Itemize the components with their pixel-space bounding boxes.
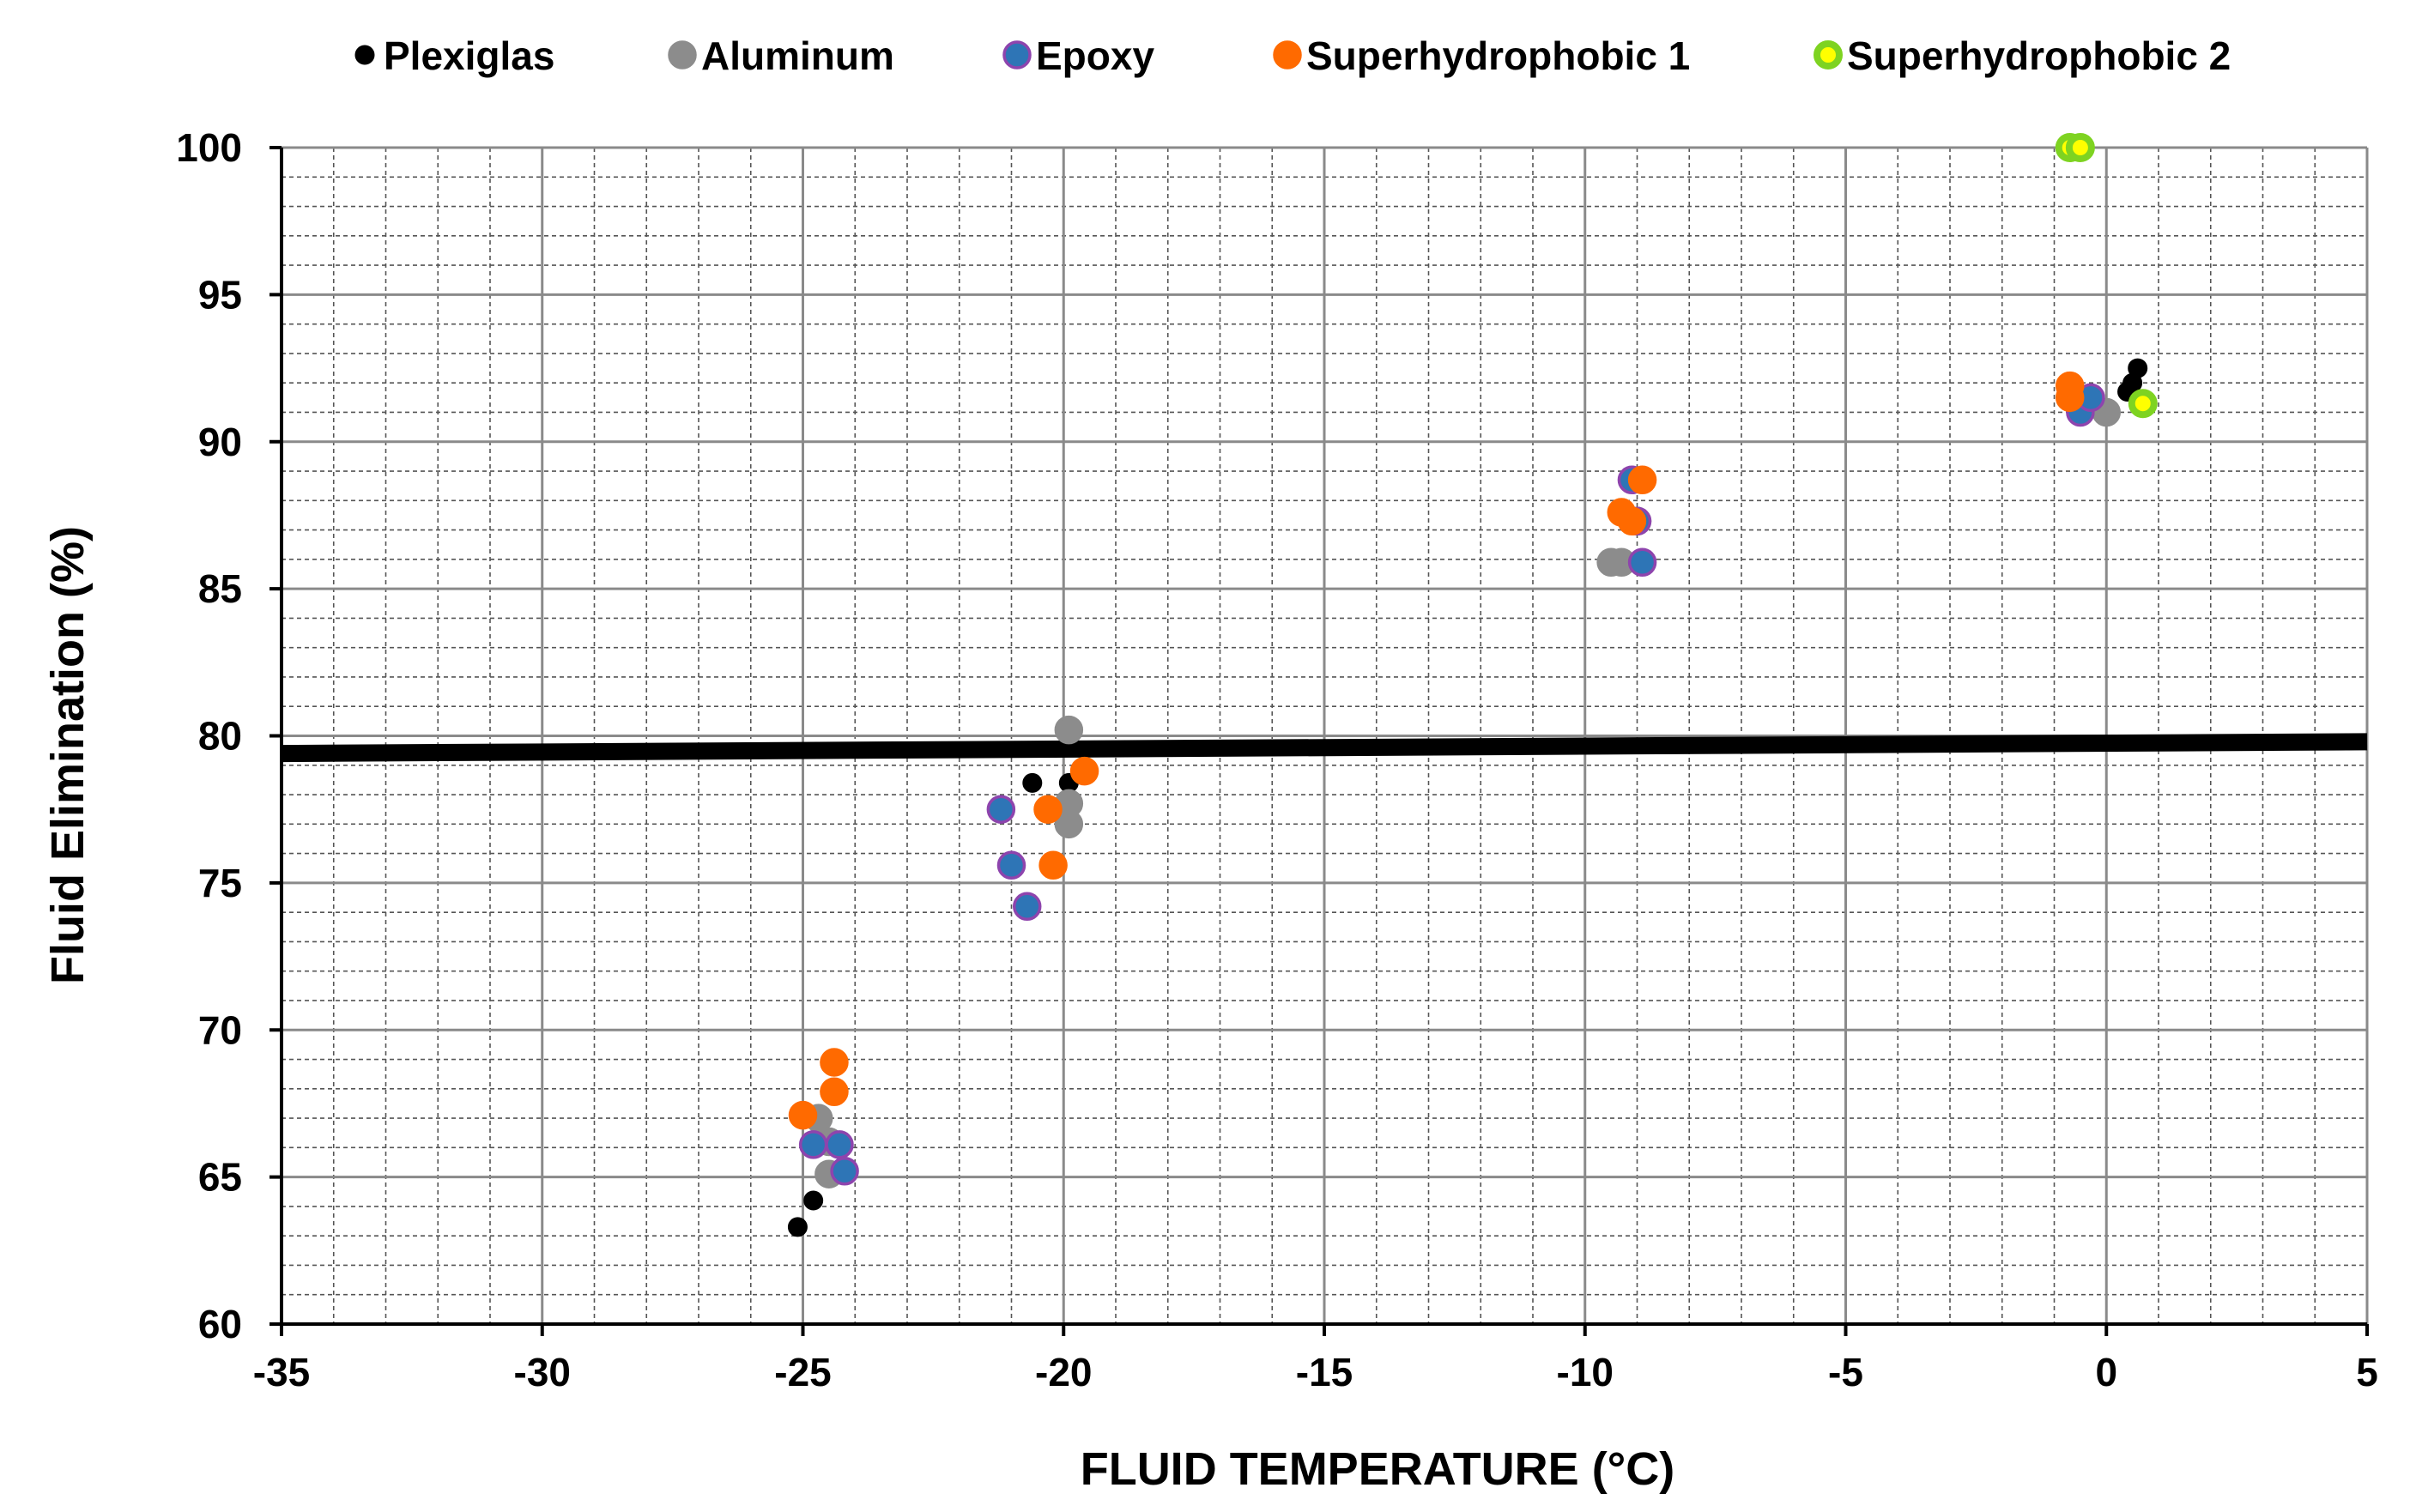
superhydrophobic-1-point xyxy=(788,1100,818,1130)
superhydrophobic-1-point xyxy=(2055,371,2085,401)
x-tick-label: -5 xyxy=(1828,1350,1863,1394)
y-tick-label: 100 xyxy=(176,125,242,170)
superhydrophobic-1-point xyxy=(1617,506,1647,536)
superhydrophobic-2-point xyxy=(2128,389,2158,419)
epoxy-point xyxy=(1012,892,1042,922)
x-tick-label: -35 xyxy=(253,1350,310,1394)
legend-label-plexiglas: Plexiglas xyxy=(384,33,554,78)
legend-marker-aluminum xyxy=(668,40,697,70)
y-axis-title: Fluid Elimination (%) xyxy=(42,526,94,984)
y-tick-label: 65 xyxy=(198,1155,242,1200)
legend-label-superhydrophobic-2: Superhydrophobic 2 xyxy=(1847,33,2231,78)
superhydrophobic-1-point xyxy=(820,1048,849,1077)
superhydrophobic-1-point xyxy=(1038,850,1068,880)
epoxy-point xyxy=(830,1157,859,1186)
plexiglas-point xyxy=(803,1190,824,1211)
threshold-line xyxy=(281,733,2368,763)
legend-marker-plexiglas xyxy=(354,45,375,65)
x-axis-title: FLUID TEMPERATURE (°C) xyxy=(1081,1443,1675,1495)
legend-marker-superhydrophobic-1 xyxy=(1273,40,1302,70)
superhydrophobic-1-point xyxy=(1033,795,1063,824)
y-tick-label: 75 xyxy=(198,861,242,905)
y-tick-label: 70 xyxy=(198,1007,242,1052)
superhydrophobic-1-point xyxy=(1627,465,1657,495)
legend-marker-epoxy xyxy=(1002,40,1032,70)
x-tick-label: 0 xyxy=(2095,1350,2117,1394)
legend-label-superhydrophobic-1: Superhydrophobic 1 xyxy=(1306,33,1690,78)
tick-labels: -35 -30 -25 -20 -15 -10 -5 0 5 60 65 70 75 80 85 90 95 10… xyxy=(176,125,2378,1394)
epoxy-point xyxy=(798,1130,828,1159)
legend-marker-superhydrophobic-2 xyxy=(1814,40,1843,70)
superhydrophobic-2-point xyxy=(2065,133,2095,162)
epoxy-point xyxy=(825,1130,854,1159)
y-tick-label: 80 xyxy=(198,714,242,759)
axes xyxy=(269,146,2369,1336)
x-tick-label: -10 xyxy=(1557,1350,1614,1394)
legend-label-epoxy: Epoxy xyxy=(1036,33,1154,78)
y-tick-label: 85 xyxy=(198,566,242,611)
plexiglas-point xyxy=(1022,772,1043,793)
x-tick-label: -15 xyxy=(1296,1350,1353,1394)
y-tick-label: 60 xyxy=(198,1302,242,1346)
plexiglas-point xyxy=(2128,358,2148,378)
plexiglas-point xyxy=(787,1217,808,1237)
x-tick-label: -30 xyxy=(514,1350,571,1394)
legend-label-aluminum: Aluminum xyxy=(701,33,894,78)
x-tick-label: -25 xyxy=(774,1350,831,1394)
epoxy-point xyxy=(996,850,1026,880)
x-tick-label: -20 xyxy=(1035,1350,1092,1394)
epoxy-point xyxy=(986,795,1016,824)
superhydrophobic-1-point xyxy=(1069,756,1099,786)
epoxy-point xyxy=(1627,547,1657,578)
aluminum-point xyxy=(1054,809,1084,839)
y-tick-label: 95 xyxy=(198,272,242,317)
aluminum-point xyxy=(1054,715,1084,745)
threshold-line-group xyxy=(281,733,2368,763)
data-points xyxy=(787,133,2158,1237)
x-tick-label: 5 xyxy=(2356,1350,2378,1394)
legend: Plexiglas Aluminum Epoxy Superhydrophobic 1… xyxy=(354,33,2231,78)
y-tick-label: 90 xyxy=(198,420,242,464)
superhydrophobic-1-point xyxy=(820,1077,849,1106)
